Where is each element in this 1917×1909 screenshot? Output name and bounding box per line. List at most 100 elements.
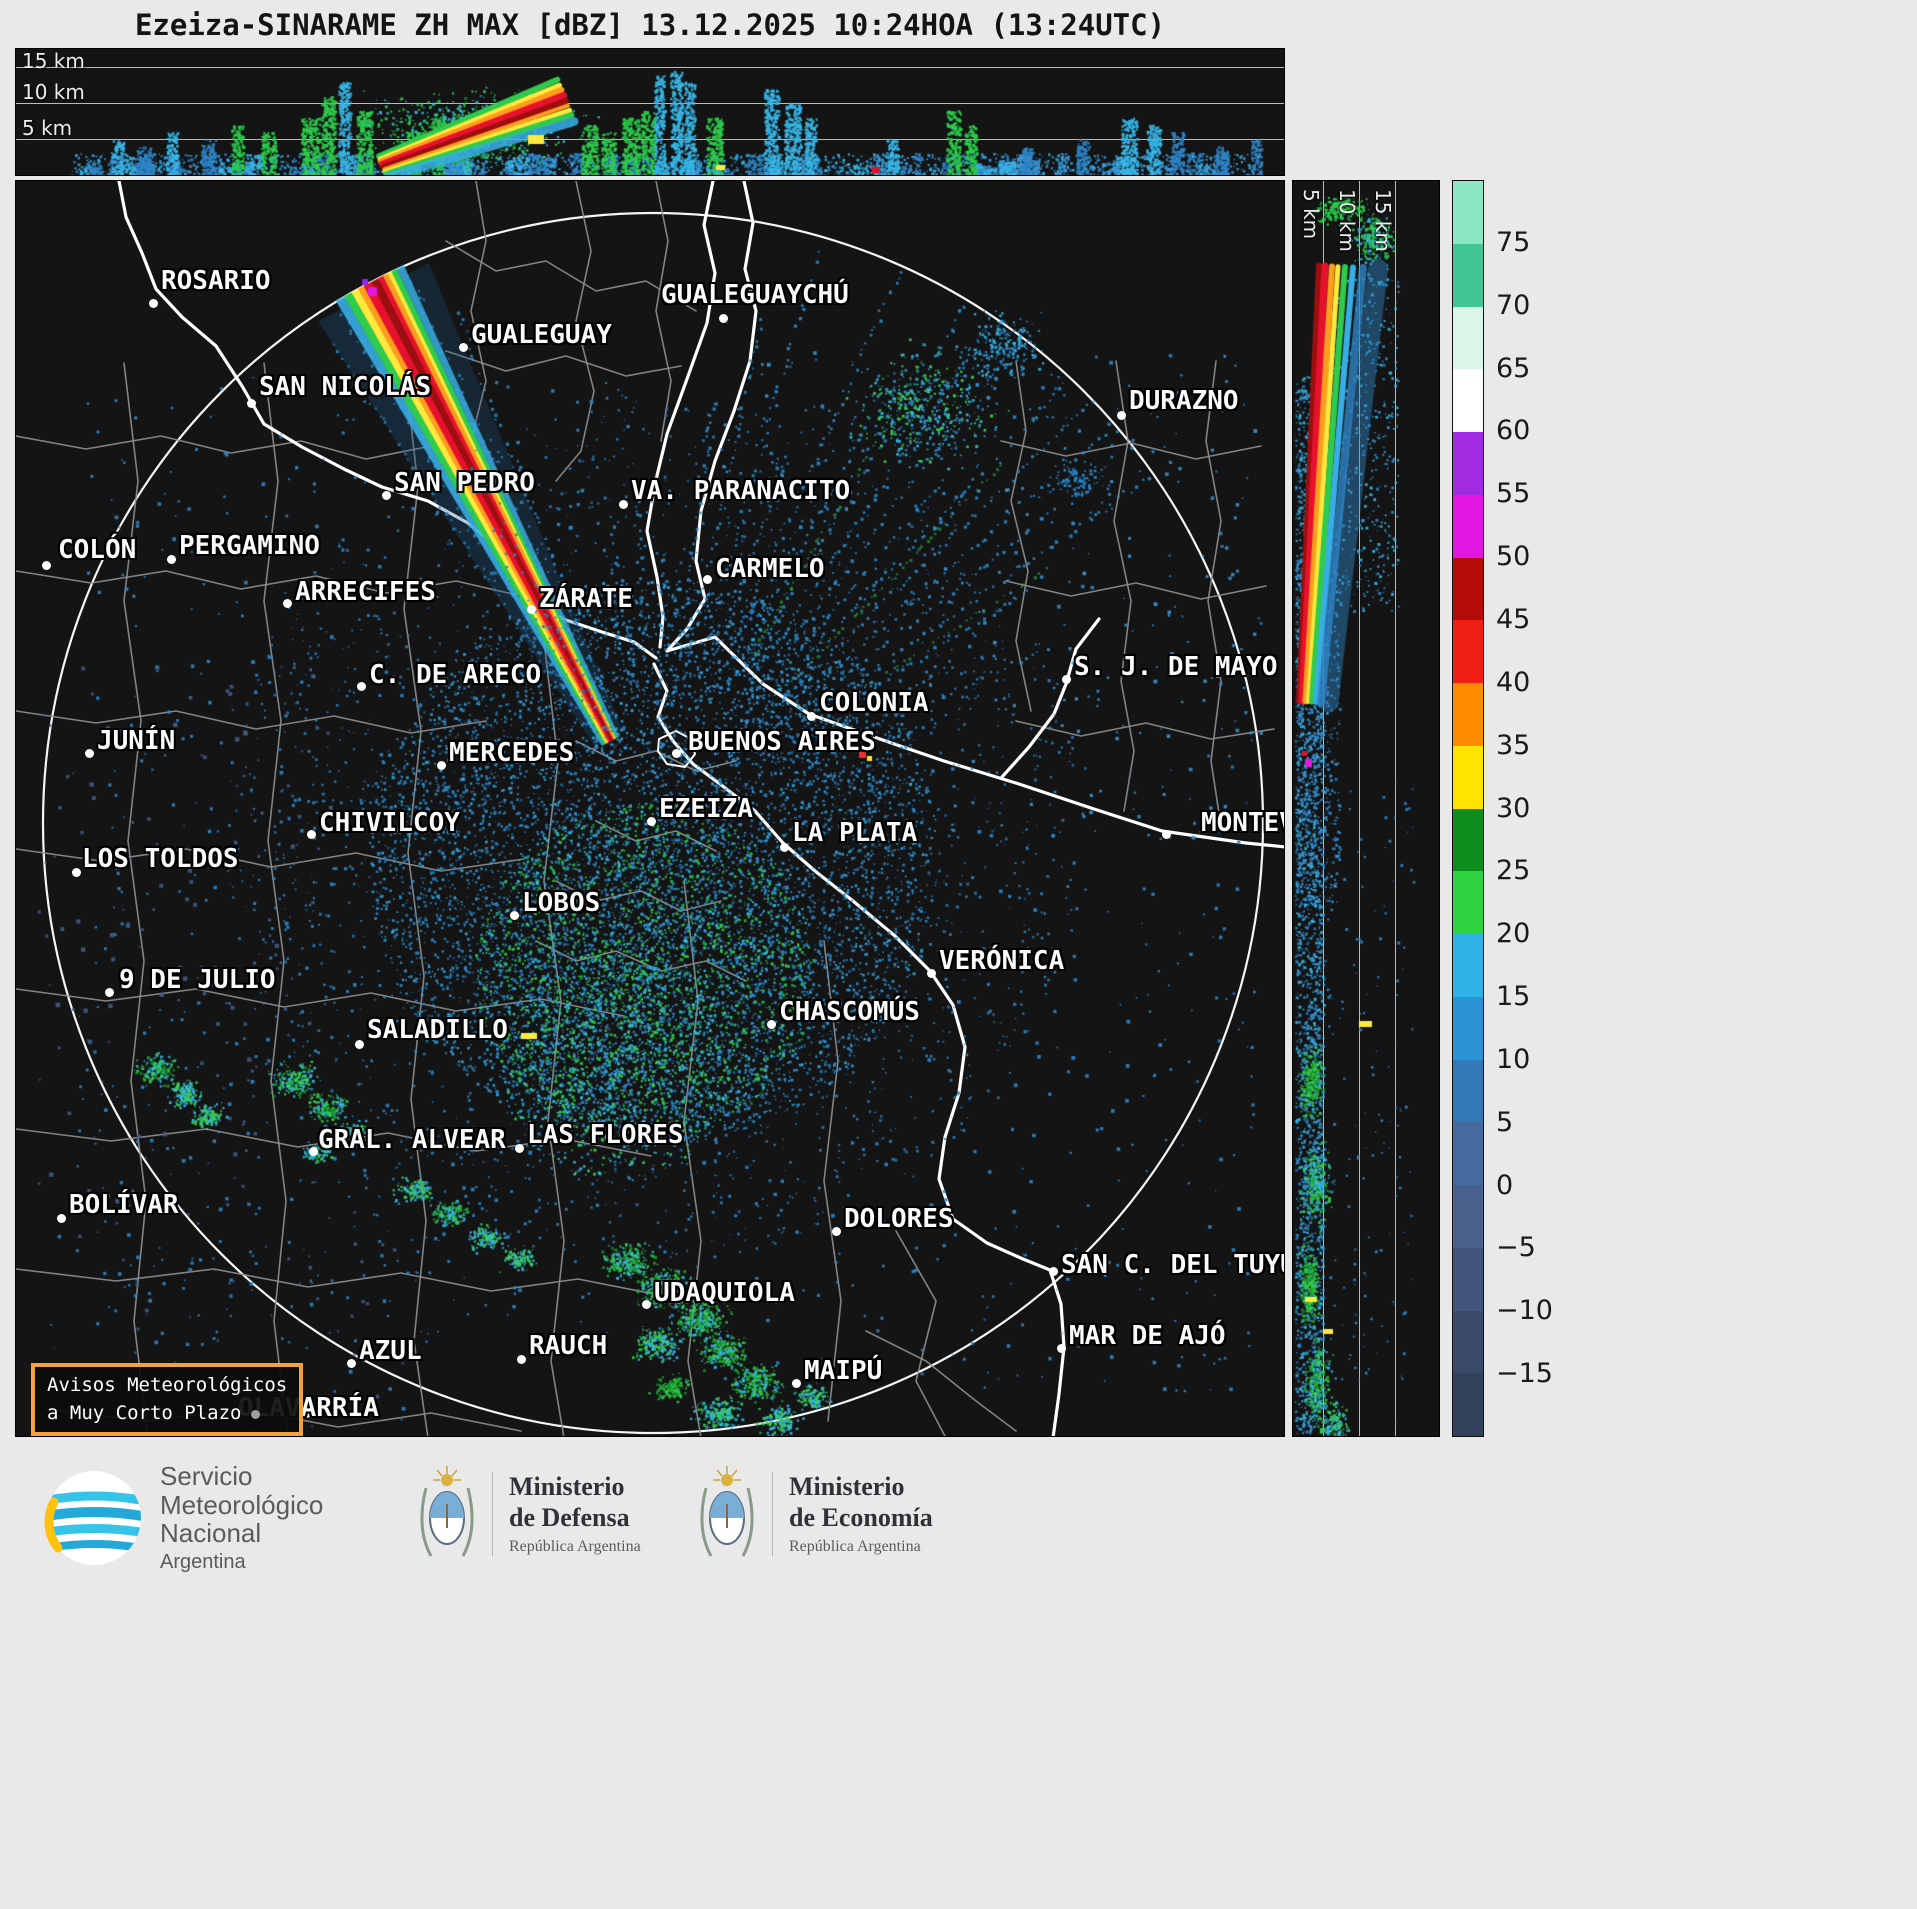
colorbar-tick-label: 45 [1496, 603, 1531, 635]
economia-text: Ministerio de Economía República Argentin… [772, 1471, 933, 1557]
top-profile-echo-canvas [16, 49, 1284, 175]
argentina-coat-of-arms-icon [420, 1466, 474, 1557]
colorbar-tick-label: 30 [1496, 792, 1531, 824]
colorbar-tick-label: 5 [1496, 1106, 1514, 1138]
radar-echo-canvas [16, 181, 1284, 1436]
city-label: DURAZNO [1129, 386, 1239, 416]
colorbar-segment [1453, 683, 1483, 746]
city-dot [780, 843, 789, 852]
city-dot [437, 761, 446, 770]
city-dot [719, 314, 728, 323]
city-dot [792, 1379, 801, 1388]
colorbar-segment [1453, 1059, 1483, 1123]
colorbar-tick-label: 20 [1496, 918, 1531, 950]
city-label: C. DE ARECO [369, 660, 542, 690]
colorbar-segment [1453, 620, 1483, 683]
smn-logo-block: Servicio Meteorológico Nacional Argentin… [44, 1462, 323, 1574]
product-title: Ezeiza-SINARAME ZH MAX [dBZ] 13.12.2025 … [134, 8, 1166, 42]
colorbar-segment [1453, 494, 1483, 558]
city-label: ROSARIO [161, 266, 271, 296]
city-label: SAN NICOLÁS [259, 372, 432, 402]
city-layer: ROSARIO GUALEGUAYCHÚ GUALEGUAY SAN NICOLÁS D… [16, 181, 1284, 1436]
colorbar-tick-label: 15 [1496, 981, 1531, 1013]
city-label: DOLORES [844, 1204, 954, 1234]
city-dot [357, 682, 366, 691]
colorbar-segment [1453, 369, 1483, 432]
colorbar-tick-label: −15 [1496, 1358, 1553, 1390]
city-dot [1057, 1344, 1066, 1353]
city-label: MONTEVIDEO [1201, 808, 1284, 838]
ministry-sub: República Argentina [789, 1538, 921, 1556]
city-label: SALADILLO [367, 1015, 508, 1045]
city-label: MAR DE AJÓ [1069, 1321, 1226, 1351]
right-profile-echo-canvas [1293, 181, 1439, 1436]
colorbar-segment [1453, 1373, 1483, 1436]
city-dot [517, 1355, 526, 1364]
city-dot [85, 749, 94, 758]
city-dot [72, 868, 81, 877]
colorbar-segment [1453, 808, 1483, 872]
city-dot [1117, 411, 1126, 420]
city-label: CARMELO [715, 554, 825, 584]
city-dot [283, 599, 292, 608]
alert-line1: Avisos Meteorológicos [47, 1374, 288, 1396]
smn-text: Servicio Meteorológico Nacional Argentin… [160, 1462, 323, 1574]
colorbar-segment [1453, 557, 1483, 621]
city-label: RAUCH [529, 1331, 608, 1361]
city-dot [527, 605, 536, 614]
city-label: LOBOS [522, 888, 601, 918]
city-dot [459, 343, 468, 352]
city-dot [309, 1147, 318, 1156]
city-label: ZÁRATE [539, 584, 633, 614]
defensa-text: Ministerio de Defensa República Argentina [492, 1471, 641, 1557]
city-dot [807, 712, 816, 721]
city-label: VA. PARANACITO [631, 476, 851, 506]
city-label: LAS FLORES [527, 1120, 684, 1150]
smn-name-line: Meteorológico [160, 1489, 324, 1520]
city-label: 9 DE JULIO [119, 965, 276, 995]
altitude-label: 10 km [1335, 189, 1359, 252]
alert-status-dot [251, 1409, 261, 1419]
colorbar-tick-label: 40 [1496, 666, 1531, 698]
city-dot [672, 749, 681, 758]
city-label: LA PLATA [792, 818, 918, 848]
city-dot [347, 1359, 356, 1368]
dbz-colorbar [1452, 180, 1484, 1437]
city-dot [619, 500, 628, 509]
city-dot [515, 1144, 524, 1153]
city-label: BUENOS AIRES [688, 727, 876, 757]
city-label: GUALEGUAY [471, 320, 612, 350]
city-label: PERGAMINO [179, 531, 320, 561]
city-label: GRAL. ALVEAR [318, 1125, 506, 1155]
colorbar-tick-label: 60 [1496, 415, 1531, 447]
city-label: GUALEGUAYCHÚ [661, 280, 849, 310]
altitude-label: 15 km [1371, 189, 1395, 252]
city-label: BOLÍVAR [69, 1190, 179, 1220]
alert-line2: a Muy Corto Plazo [47, 1401, 242, 1424]
city-dot [767, 1020, 776, 1029]
radar-map-panel: ROSARIO GUALEGUAYCHÚ GUALEGUAY SAN NICOLÁS D… [15, 180, 1285, 1437]
city-dot [382, 491, 391, 500]
city-dot [167, 555, 176, 564]
city-dot [510, 911, 519, 920]
city-label: ARRECIFES [295, 577, 436, 607]
colorbar-tick-label: 75 [1496, 226, 1531, 258]
city-dot [1162, 830, 1171, 839]
city-label: COLONIA [819, 688, 929, 718]
city-dot [642, 1300, 651, 1309]
city-label: UDAQUIOLA [654, 1278, 795, 1308]
city-dot [247, 399, 256, 408]
city-label: COLÓN [58, 535, 137, 565]
city-dot [307, 830, 316, 839]
city-label: MERCEDES [449, 738, 575, 768]
altitude-label: 5 km [22, 116, 73, 140]
city-label: CHASCOMÚS [779, 997, 920, 1027]
colorbar-segment [1453, 745, 1483, 809]
colorbar-segment [1453, 1247, 1483, 1311]
altitude-label: 10 km [22, 80, 85, 104]
colorbar-segment [1453, 1310, 1483, 1374]
colorbar-tick-label: 70 [1496, 289, 1531, 321]
colorbar-tick-label: 25 [1496, 855, 1531, 887]
economia-logo-block: Ministerio de Economía República Argentin… [698, 1466, 933, 1562]
altitude-label: 15 km [22, 49, 85, 73]
